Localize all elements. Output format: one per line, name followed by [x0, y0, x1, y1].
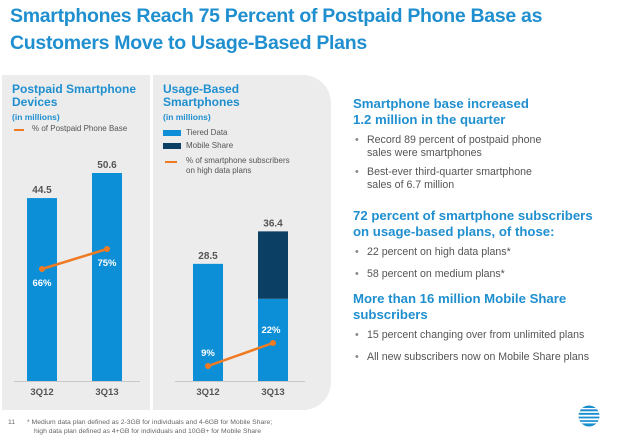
bullet-dot: • — [355, 268, 359, 280]
panel2-title-line1: Usage-Based — [163, 82, 240, 96]
legend-high-data-line2: on high data plans — [186, 166, 252, 175]
pct-point — [270, 340, 276, 346]
highlight-1-heading: Smartphone base increased 1.2 million in… — [353, 96, 613, 128]
legend-pct-base: % of Postpaid Phone Base — [32, 124, 128, 133]
panel1-title-line1: Postpaid Smartphone — [12, 82, 137, 96]
bullet-dot: • — [355, 329, 359, 341]
panel1-units: (in millions) — [12, 112, 60, 122]
highlight-1-heading-line1: Smartphone base increased — [353, 96, 529, 111]
bullet-dot: • — [355, 166, 359, 178]
bullet-dot: • — [355, 351, 359, 363]
bar-value-label: 28.5 — [198, 251, 218, 262]
pct-point — [104, 246, 110, 252]
panel1-title-line2: Devices — [12, 95, 58, 109]
pct-label: 66% — [32, 278, 52, 289]
pct-line — [40, 247, 109, 271]
x-tick-label: 3Q13 — [95, 387, 118, 398]
bullet-item: • Best-ever third-quarter smartphone sal… — [353, 166, 613, 192]
highlight-3-heading: More than 16 million Mobile Share subscr… — [353, 291, 613, 323]
bar-mobile-share — [258, 231, 288, 299]
footnote-text: * Medium data plan defined as 2-3GB for … — [27, 418, 357, 436]
x-tick-label: 3Q13 — [261, 387, 284, 398]
pct-label: 9% — [201, 348, 215, 359]
footnote-line2: high data plan defined as 4+GB for indiv… — [34, 428, 262, 435]
bar-value-label: 50.6 — [97, 160, 117, 171]
highlight-2-heading-line2: on usage-based plans, of those: — [353, 224, 555, 239]
highlight-block-2: 72 percent of smartphone subscribers on … — [353, 208, 613, 281]
highlight-block-3: More than 16 million Mobile Share subscr… — [353, 291, 613, 364]
highlight-2-heading: 72 percent of smartphone subscribers on … — [353, 208, 613, 240]
att-globe-logo-icon — [578, 405, 600, 427]
legend-tiered: Tiered Data — [186, 128, 228, 137]
bullet-text: 15 percent changing over from unlimited … — [367, 329, 585, 341]
panel2-title-line2: Smartphones — [163, 95, 240, 109]
bullet-text: sales of 6.7 million — [367, 179, 455, 191]
panel2-units: (in millions) — [163, 112, 211, 122]
legend-swatch-mobile-share — [163, 143, 181, 149]
bullet-item: • All new subscribers now on Mobile Shar… — [353, 351, 613, 364]
chart-postpaid-devices: 44.5 3Q12 50.6 3Q13 66% 75% — [14, 160, 140, 398]
panel1-title: Postpaid Smartphone Devices — [12, 83, 136, 109]
bullet-text: sales were smartphones — [367, 147, 482, 159]
bar-tiered-data — [258, 298, 288, 381]
pct-point — [39, 266, 45, 272]
bullet-text: 22 percent on high data plans* — [367, 246, 511, 258]
bar-smartphone-devices — [92, 173, 122, 381]
bullet-dot: • — [355, 246, 359, 258]
page-number: 11 — [8, 419, 16, 426]
legend-high-data-line1: % of smartphone subscribers — [186, 156, 290, 165]
chart-usage-based: 28.5 3Q12 36.4 3Q13 9% 22% — [175, 218, 305, 398]
postpaid-smartphone-panel: Postpaid Smartphone Devices (in millions… — [2, 75, 150, 410]
pct-label: 22% — [261, 325, 281, 336]
bar-smartphone-devices — [27, 198, 57, 381]
legend-swatch-tiered — [163, 130, 181, 136]
bullet-item: • 22 percent on high data plans* — [353, 246, 613, 259]
x-tick-label: 3Q12 — [30, 387, 53, 398]
legend-high-data: % of smartphone subscribers on high data… — [186, 156, 290, 176]
pct-label: 75% — [97, 258, 117, 269]
highlight-3-heading-line1: More than 16 million Mobile Share — [353, 291, 567, 306]
legend-mobile-share: Mobile Share — [186, 141, 234, 150]
x-tick-label: 3Q12 — [196, 387, 219, 398]
bar-value-label: 36.4 — [263, 218, 283, 229]
highlight-3-heading-line2: subscribers — [353, 307, 428, 322]
slide-title: Smartphones Reach 75 Percent of Postpaid… — [10, 5, 543, 54]
bullet-text: 58 percent on medium plans* — [367, 268, 505, 280]
footnote-line1: * Medium data plan defined as 2-3GB for … — [27, 419, 273, 426]
bullet-text: Best-ever third-quarter smartphone — [367, 166, 532, 178]
pct-point — [205, 363, 211, 369]
bar-value-label: 44.5 — [32, 185, 52, 196]
bullet-item: • Record 89 percent of postpaid phone sa… — [353, 134, 613, 160]
legend-swatch-high-data — [165, 161, 177, 163]
bullet-item: • 15 percent changing over from unlimite… — [353, 329, 613, 342]
panel2-title: Usage-Based Smartphones — [163, 83, 240, 109]
highlight-1-heading-line2: 1.2 million in the quarter — [353, 112, 506, 127]
pct-line — [206, 341, 275, 368]
highlight-2-heading-line1: 72 percent of smartphone subscribers — [353, 208, 593, 223]
bullet-dot: • — [355, 134, 359, 146]
bullet-text: Record 89 percent of postpaid phone — [367, 134, 542, 146]
highlight-block-1: Smartphone base increased 1.2 million in… — [353, 96, 613, 192]
legend-swatch-pct-base — [14, 129, 24, 131]
bullet-text: All new subscribers now on Mobile Share … — [367, 351, 589, 363]
bullet-item: • 58 percent on medium plans* — [353, 268, 613, 281]
